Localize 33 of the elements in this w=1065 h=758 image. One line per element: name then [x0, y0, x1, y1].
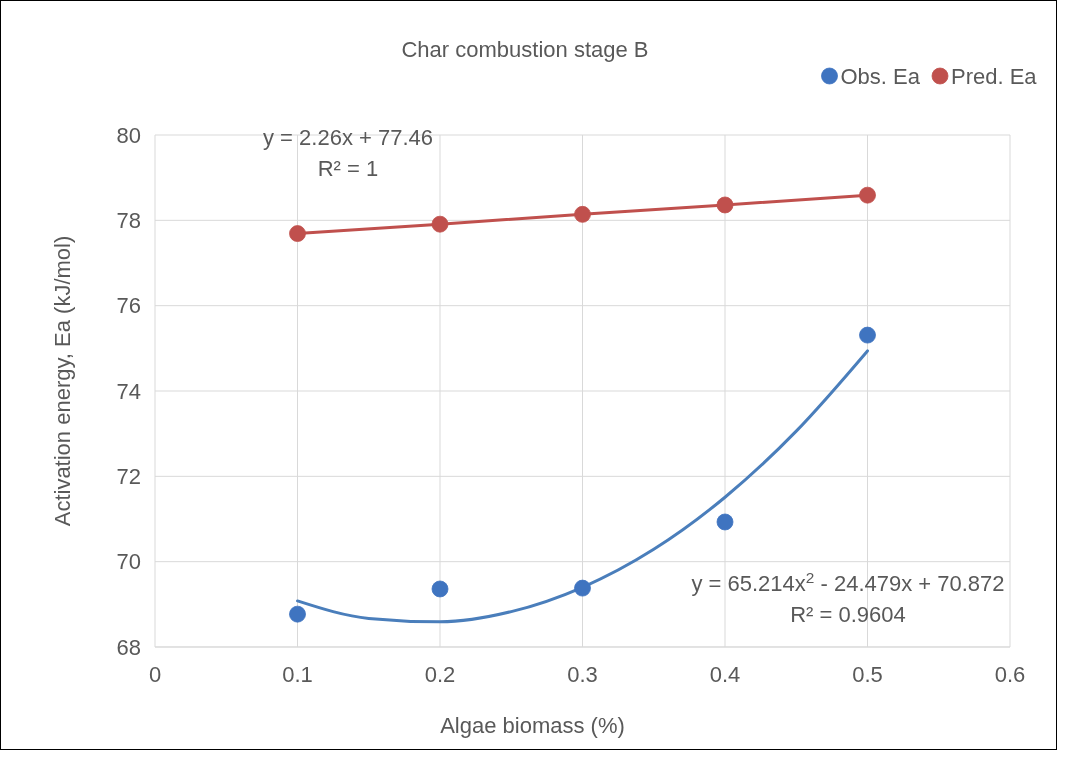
- point: [431, 580, 449, 598]
- legend-label: Obs. Ea: [840, 63, 921, 89]
- x-tick-label: 0.1: [282, 662, 313, 687]
- point: [859, 326, 876, 344]
- point: [289, 605, 306, 623]
- point: [574, 579, 591, 597]
- y-tick-label: 74: [116, 378, 141, 404]
- point: [716, 513, 734, 531]
- x-tick-label: 0.3: [567, 662, 598, 687]
- x-tick-label: 0: [148, 662, 162, 687]
- annotation: y = 65.214x$^{2}$ - 24.479x + 70.872: [691, 568, 1005, 596]
- x-tick-label: 0.6: [994, 662, 1026, 687]
- y-axis-title: Activation energy, Ea (kJ/mol): [50, 235, 75, 527]
- point: [574, 205, 591, 223]
- legend-label: Pred. Ea: [951, 63, 1038, 89]
- x-tick-label: 0.4: [709, 662, 741, 687]
- y-tick-label: 68: [116, 634, 141, 660]
- annotation: R² = 1: [317, 155, 379, 181]
- x-tick-label: 0.2: [424, 662, 456, 687]
- point: [859, 186, 876, 204]
- chart-title: Char combustion stage B: [401, 37, 649, 62]
- y-tick-label: 72: [116, 464, 141, 490]
- x-axis-title: Algae biomass (%): [440, 713, 625, 738]
- y-tick-label: 70: [116, 549, 141, 575]
- point: [289, 225, 306, 242]
- y-tick-label: 76: [116, 293, 141, 319]
- x-tick-label: 0.5: [852, 662, 883, 687]
- point: [431, 215, 449, 233]
- y-tick-label: 80: [116, 122, 141, 148]
- point: [716, 196, 734, 214]
- annotation: y = 2.26x + 77.46: [262, 124, 434, 150]
- annotation: R² = 0.9604: [790, 601, 906, 627]
- y-tick-label: 78: [116, 208, 141, 234]
